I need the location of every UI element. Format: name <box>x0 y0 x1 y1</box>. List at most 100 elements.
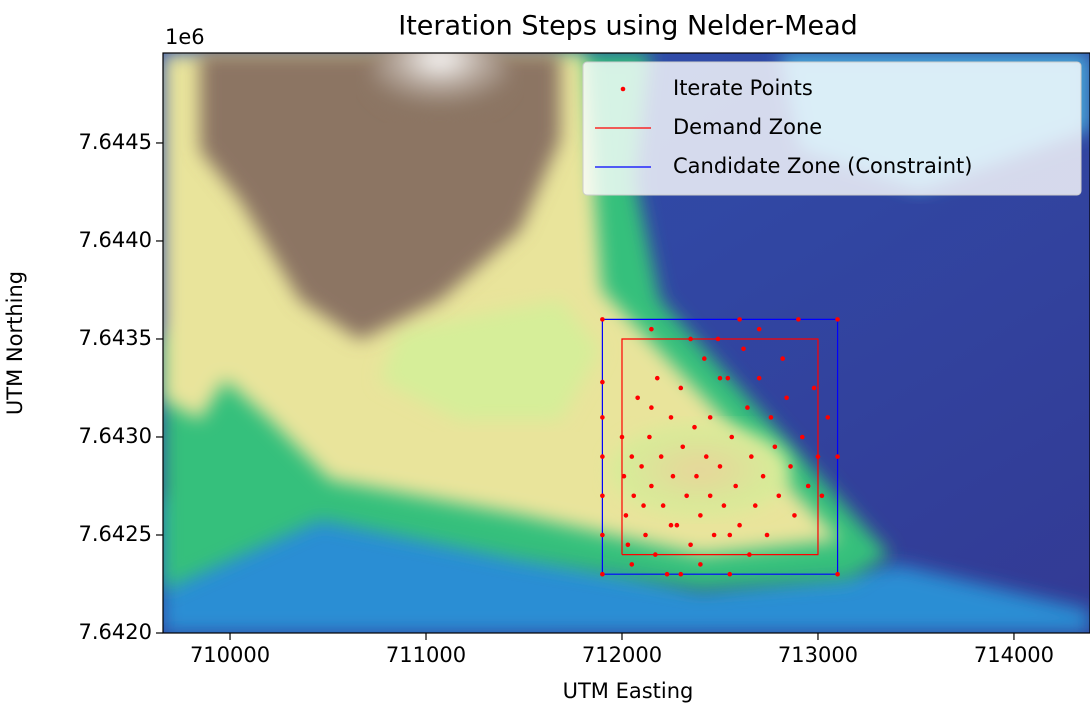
iterate-point <box>741 346 746 351</box>
iterate-point <box>653 552 658 557</box>
iterate-point <box>600 415 605 420</box>
iterate-point <box>716 337 721 342</box>
iterate-point <box>780 356 785 361</box>
iterate-point <box>835 572 840 577</box>
iterate-point <box>600 533 605 538</box>
iterate-point <box>600 380 605 385</box>
iterate-point <box>773 444 778 449</box>
iterate-point <box>704 454 709 459</box>
x-tick-label: 714000 <box>974 643 1054 667</box>
legend: Iterate Points Demand Zone Candidate Zone … <box>583 62 1081 195</box>
chart-title: Iteration Steps using Nelder-Mead <box>398 11 858 42</box>
y-tick-label: 7.6435 <box>79 326 152 350</box>
iterate-point <box>694 474 699 479</box>
iterate-point <box>600 454 605 459</box>
legend-label: Candidate Zone (Constraint) <box>673 154 972 178</box>
x-tick-label: 710000 <box>190 643 270 667</box>
iterate-point <box>678 386 683 391</box>
y-offset-label: 1e6 <box>165 25 205 49</box>
y-tick-label: 7.6440 <box>79 228 152 252</box>
iterate-point <box>737 523 742 528</box>
iterate-point <box>749 454 754 459</box>
iterate-point <box>816 454 821 459</box>
iterate-point <box>702 356 707 361</box>
iterate-point <box>629 454 634 459</box>
iterate-point <box>718 376 723 381</box>
iterate-point <box>622 474 627 479</box>
iterate-point <box>757 376 762 381</box>
iterate-point <box>659 454 664 459</box>
iterate-point <box>800 435 805 440</box>
iterate-point <box>680 444 685 449</box>
iterate-point <box>635 395 640 400</box>
iterate-point <box>729 435 734 440</box>
iterate-point <box>688 542 693 547</box>
iterate-point <box>726 376 731 381</box>
iterate-point <box>796 317 801 322</box>
iterate-point <box>784 395 789 400</box>
iterate-point <box>761 474 766 479</box>
iterate-point <box>671 474 676 479</box>
iterate-point <box>733 484 738 489</box>
iterate-point <box>727 572 732 577</box>
iterate-point <box>769 415 774 420</box>
iterate-point <box>708 493 713 498</box>
iterate-point <box>722 503 727 508</box>
iterate-point <box>753 503 758 508</box>
iterate-point <box>620 435 625 440</box>
iterate-point <box>792 513 797 518</box>
iterate-point <box>629 562 634 567</box>
iterate-point <box>649 484 654 489</box>
x-tick-label: 713000 <box>778 643 858 667</box>
iterate-point <box>712 533 717 538</box>
iterate-point <box>727 533 732 538</box>
iterate-point <box>643 533 648 538</box>
iterate-point <box>698 513 703 518</box>
iterate-point <box>757 327 762 332</box>
iterate-point <box>639 464 644 469</box>
iterate-point <box>678 572 683 577</box>
iterate-point <box>675 523 680 528</box>
iterate-point <box>647 435 652 440</box>
x-tick-label: 712000 <box>582 643 662 667</box>
iterate-point <box>698 562 703 567</box>
iterate-point <box>776 493 781 498</box>
iterate-point <box>737 317 742 322</box>
iterate-point <box>631 493 636 498</box>
iterate-point <box>835 317 840 322</box>
y-tick-label: 7.6425 <box>79 522 152 546</box>
y-tick-label: 7.6430 <box>79 424 152 448</box>
y-axis-label: UTM Northing <box>3 271 27 415</box>
iterate-point <box>825 415 830 420</box>
iterate-point <box>624 513 629 518</box>
iterate-point <box>692 425 697 430</box>
legend-marker <box>621 87 626 92</box>
iterate-point <box>600 572 605 577</box>
iterate-point <box>669 415 674 420</box>
chart: Iteration Steps using Nelder-Mead 1e6 UT… <box>0 0 1090 718</box>
iterate-point <box>806 484 811 489</box>
y-tick-label: 7.6420 <box>79 620 152 644</box>
iterate-point <box>626 542 631 547</box>
iterate-point <box>684 493 689 498</box>
iterate-point <box>820 493 825 498</box>
iterate-point <box>718 464 723 469</box>
iterate-point <box>788 464 793 469</box>
iterate-point <box>600 493 605 498</box>
iterate-point <box>747 552 752 557</box>
iterate-point <box>669 523 674 528</box>
iterate-point <box>835 454 840 459</box>
iterate-point <box>665 572 670 577</box>
y-tick-label: 7.6445 <box>79 130 152 154</box>
iterate-point <box>745 405 750 410</box>
legend-label: Iterate Points <box>673 76 813 100</box>
iterate-point <box>708 415 713 420</box>
iterate-point <box>600 317 605 322</box>
iterate-point <box>661 503 666 508</box>
legend-label: Demand Zone <box>673 115 822 139</box>
iterate-point <box>649 405 654 410</box>
iterate-point <box>655 376 660 381</box>
iterate-point <box>641 503 646 508</box>
iterate-point <box>812 386 817 391</box>
iterate-point <box>765 533 770 538</box>
